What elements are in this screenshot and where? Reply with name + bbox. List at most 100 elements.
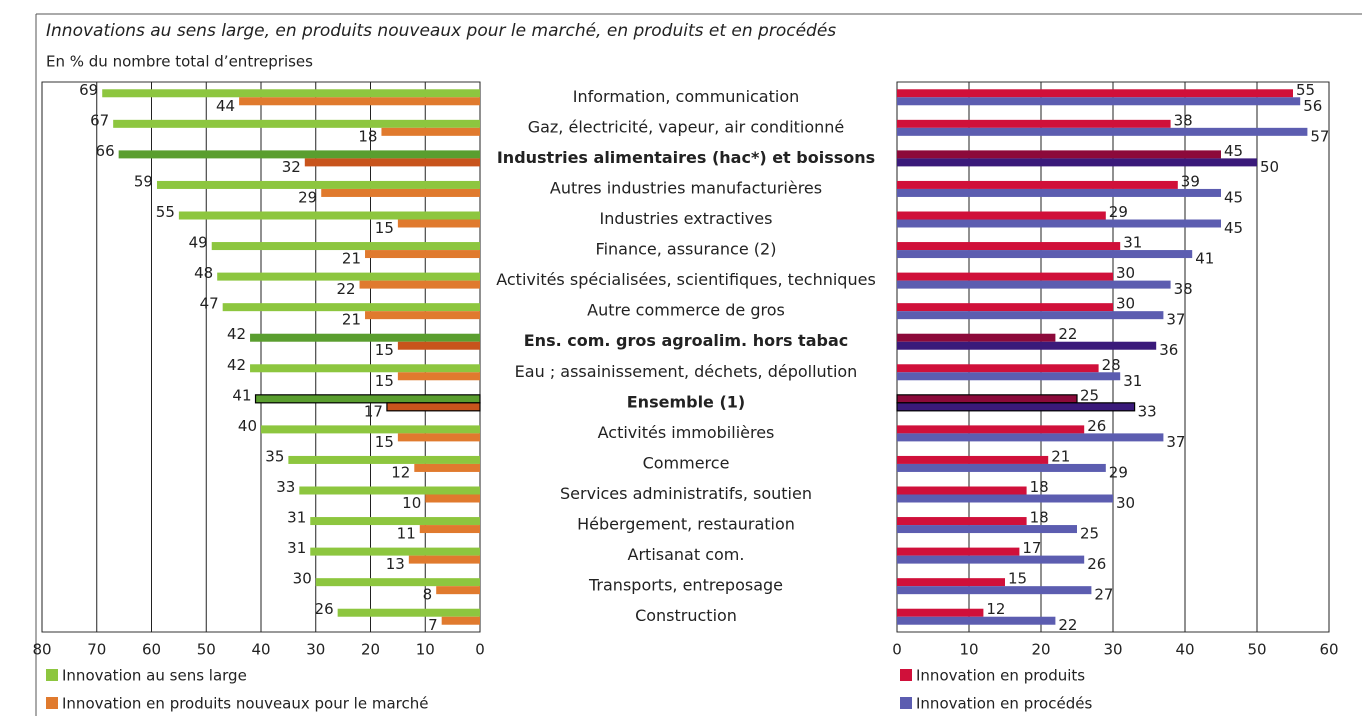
bar xyxy=(386,402,481,412)
value-label: 8 xyxy=(423,586,433,604)
value-label: 18 xyxy=(1030,509,1049,527)
bar xyxy=(897,119,1171,128)
category-label: Transports, entreposage xyxy=(588,576,783,595)
value-label: 32 xyxy=(282,158,301,176)
x-tick-label: 0 xyxy=(475,641,485,659)
bar xyxy=(397,341,480,350)
value-label: 15 xyxy=(375,341,394,359)
x-tick-label: 30 xyxy=(306,641,325,659)
x-tick-label: 50 xyxy=(1247,641,1266,659)
bar xyxy=(365,311,480,320)
x-tick-label: 30 xyxy=(1103,641,1122,659)
bar xyxy=(897,608,984,617)
bar xyxy=(897,494,1113,503)
bar xyxy=(897,158,1257,167)
bar xyxy=(897,616,1056,625)
legend-label: Innovation en produits nouveaux pour le … xyxy=(62,695,428,713)
value-label: 50 xyxy=(1260,158,1279,176)
legend-label: Innovation en produits xyxy=(916,667,1085,685)
bar xyxy=(425,494,480,503)
bar xyxy=(897,242,1121,251)
bar xyxy=(359,280,480,289)
x-tick-label: 60 xyxy=(1319,641,1338,659)
chart-subtitle: En % du nombre total d’entreprises xyxy=(46,53,313,71)
value-label: 12 xyxy=(986,600,1005,618)
value-label: 30 xyxy=(1116,494,1135,512)
value-label: 7 xyxy=(428,616,438,634)
x-tick-label: 0 xyxy=(892,641,902,659)
category-label: Hébergement, restauration xyxy=(577,515,795,534)
value-label: 48 xyxy=(194,264,213,282)
legend-label: Innovation au sens large xyxy=(62,667,247,685)
x-tick-label: 70 xyxy=(87,641,106,659)
value-label: 56 xyxy=(1303,97,1322,115)
category-label: Commerce xyxy=(643,453,730,472)
value-label: 36 xyxy=(1159,341,1178,359)
value-label: 22 xyxy=(1058,325,1077,343)
bar xyxy=(897,280,1171,289)
bar xyxy=(397,219,480,228)
bar xyxy=(250,364,480,373)
bar xyxy=(897,547,1020,556)
category-label: Industries extractives xyxy=(600,209,773,228)
bar xyxy=(896,402,1136,412)
value-label: 33 xyxy=(1138,402,1157,420)
value-label: 31 xyxy=(287,539,306,557)
value-label: 26 xyxy=(1087,555,1106,573)
bar xyxy=(222,303,481,312)
bar xyxy=(897,127,1308,136)
bar xyxy=(397,433,480,442)
value-label: 15 xyxy=(375,433,394,451)
value-label: 37 xyxy=(1166,433,1185,451)
bar xyxy=(897,188,1221,197)
x-tick-label: 40 xyxy=(251,641,270,659)
x-tick-label: 10 xyxy=(416,641,435,659)
value-label: 21 xyxy=(342,311,361,329)
value-label: 55 xyxy=(1296,81,1315,99)
bar xyxy=(897,150,1221,159)
bar xyxy=(897,455,1049,464)
bar xyxy=(897,463,1106,472)
bar xyxy=(897,97,1301,106)
category-label: Eau ; assainissement, déchets, dépolluti… xyxy=(515,362,858,381)
value-label: 15 xyxy=(375,372,394,390)
value-label: 28 xyxy=(1102,356,1121,374)
bar xyxy=(288,455,480,464)
x-tick-label: 20 xyxy=(1031,641,1050,659)
x-tick-label: 80 xyxy=(32,641,51,659)
x-tick-label: 10 xyxy=(959,641,978,659)
bar xyxy=(897,372,1121,381)
value-label: 25 xyxy=(1080,386,1099,404)
value-label: 67 xyxy=(90,111,109,129)
bar xyxy=(381,127,480,136)
value-label: 59 xyxy=(134,172,153,190)
bar xyxy=(408,555,480,564)
bar xyxy=(315,578,480,587)
bar xyxy=(310,517,480,526)
bar xyxy=(337,608,480,617)
value-label: 29 xyxy=(298,188,317,206)
bar xyxy=(897,555,1085,564)
value-label: 21 xyxy=(1051,447,1070,465)
value-label: 30 xyxy=(1116,295,1135,313)
bar xyxy=(261,425,480,434)
category-label: Information, communication xyxy=(573,87,800,106)
value-label: 27 xyxy=(1094,586,1113,604)
bar xyxy=(897,180,1178,189)
value-label: 31 xyxy=(1123,234,1142,252)
category-label: Industries alimentaires (hac*) et boisso… xyxy=(497,148,875,167)
value-label: 42 xyxy=(227,356,246,374)
value-label: 31 xyxy=(287,509,306,527)
value-label: 35 xyxy=(265,447,284,465)
value-label: 33 xyxy=(276,478,295,496)
bar xyxy=(118,150,481,159)
bar xyxy=(897,364,1099,373)
bar xyxy=(304,158,480,167)
bar xyxy=(897,211,1106,220)
bar xyxy=(419,525,480,534)
bar xyxy=(897,89,1293,98)
value-label: 26 xyxy=(1087,417,1106,435)
value-label: 22 xyxy=(336,280,355,298)
value-label: 44 xyxy=(216,97,235,115)
value-label: 15 xyxy=(1008,570,1027,588)
